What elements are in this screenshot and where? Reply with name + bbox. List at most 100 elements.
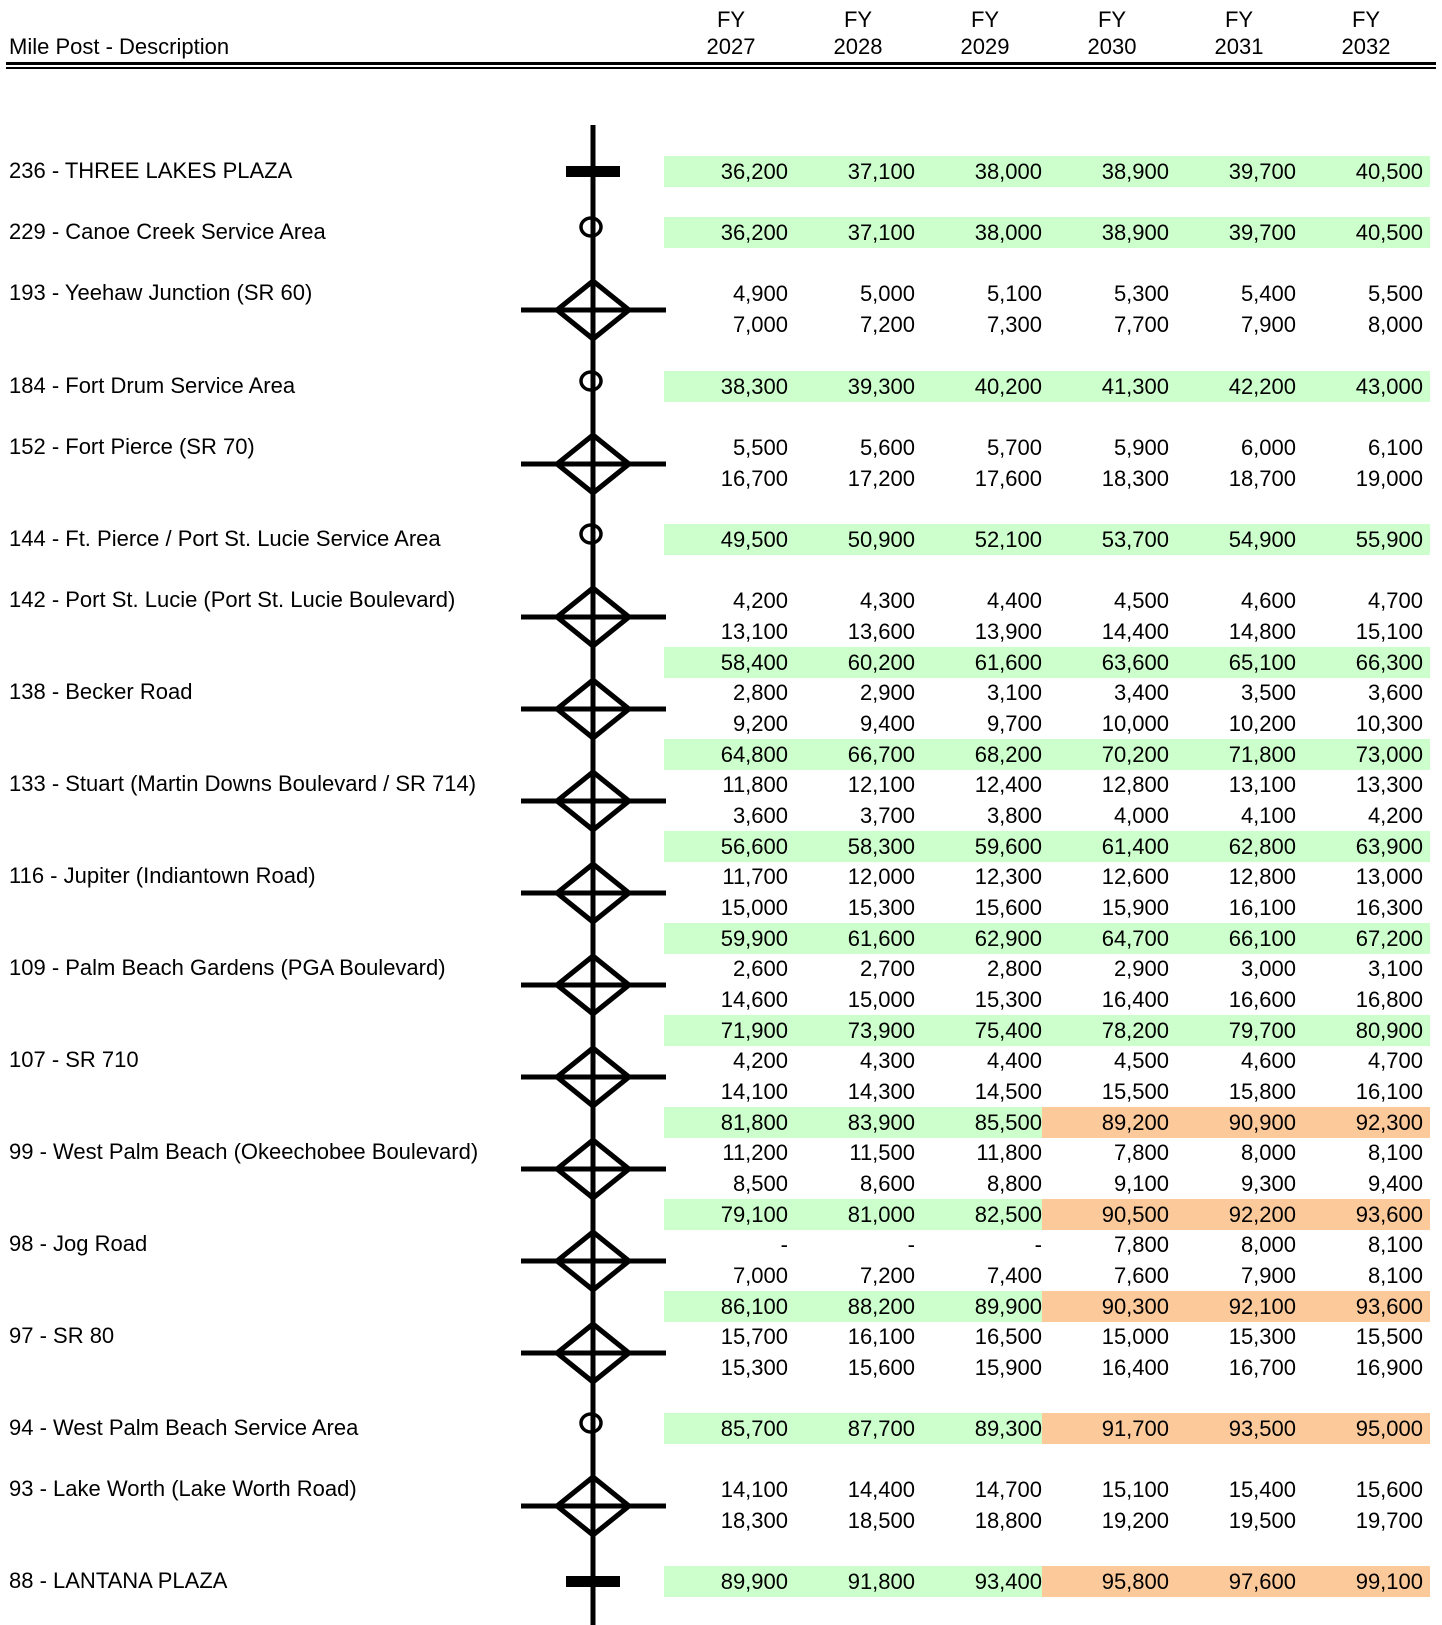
- traffic-value: 15,400: [1228, 1477, 1296, 1502]
- traffic-value: 89,900: [974, 1294, 1042, 1319]
- traffic-value: 85,700: [720, 1416, 788, 1441]
- traffic-value: 16,100: [1228, 895, 1296, 920]
- interchange-ramp-diamond: [553, 1136, 633, 1202]
- traffic-value: 10,200: [1228, 711, 1296, 736]
- capacity-warning-cell: [1169, 1413, 1296, 1444]
- traffic-value: 4,600: [1240, 1048, 1296, 1073]
- traffic-value: 66,300: [1355, 650, 1423, 675]
- traffic-value: 89,300: [974, 1416, 1042, 1441]
- traffic-value: 15,900: [974, 1355, 1042, 1380]
- traffic-value: 9,400: [859, 711, 915, 736]
- traffic-value: 62,800: [1228, 834, 1296, 859]
- traffic-value: 10,000: [1101, 711, 1169, 736]
- traffic-value: 16,100: [847, 1324, 915, 1349]
- interchange-ramp-diamond: [553, 952, 633, 1018]
- traffic-value: 4,700: [1367, 588, 1423, 613]
- traffic-value: 15,600: [1355, 1477, 1423, 1502]
- traffic-value: 8,600: [859, 1171, 915, 1196]
- traffic-value: 9,100: [1113, 1171, 1169, 1196]
- mile-post-label: 116 - Jupiter (Indiantown Road): [9, 863, 316, 888]
- traffic-value: 16,700: [1228, 1355, 1296, 1380]
- traffic-value: 4,300: [859, 588, 915, 613]
- mainline-volume-cell: [1042, 524, 1169, 555]
- traffic-value: 56,600: [720, 834, 788, 859]
- mainline-volume-cell: [664, 1291, 788, 1322]
- traffic-value: 11,200: [722, 1140, 788, 1165]
- traffic-value: 60,200: [847, 650, 915, 675]
- column-header-fy2030: FY 2030: [1087, 7, 1137, 59]
- traffic-value: 53,700: [1101, 527, 1169, 552]
- traffic-value: 82,500: [974, 1202, 1042, 1227]
- mainline-volume-cell: [1169, 524, 1296, 555]
- traffic-value: 37,100: [847, 159, 915, 184]
- capacity-warning-cell: [1169, 1107, 1296, 1138]
- traffic-value: 89,900: [720, 1569, 788, 1594]
- traffic-value: 11,700: [722, 864, 788, 889]
- traffic-value: 81,800: [720, 1110, 788, 1135]
- traffic-value: 17,600: [974, 466, 1042, 491]
- mainline-volume-cell: [788, 647, 915, 678]
- interchange-ramp-diamond: [553, 1228, 633, 1294]
- toll-plaza-icon: [566, 166, 620, 177]
- traffic-value: 12,000: [847, 864, 915, 889]
- traffic-value: 36,200: [720, 159, 788, 184]
- mainline-volume-cell: [788, 1291, 915, 1322]
- traffic-value: 63,600: [1101, 650, 1169, 675]
- traffic-value: 16,800: [1355, 987, 1423, 1012]
- traffic-value: 4,900: [732, 281, 788, 306]
- traffic-value: 54,900: [1228, 527, 1296, 552]
- mainline-volume-cell: [1296, 923, 1430, 954]
- mainline-volume-cell: [788, 1107, 915, 1138]
- traffic-value: 14,300: [847, 1079, 915, 1104]
- traffic-value: 12,300: [974, 864, 1042, 889]
- traffic-value: 40,500: [1355, 159, 1423, 184]
- traffic-value: 15,600: [847, 1355, 915, 1380]
- traffic-value: 16,500: [974, 1324, 1042, 1349]
- traffic-value: 18,500: [847, 1508, 915, 1533]
- traffic-value: 15,100: [1355, 619, 1423, 644]
- interchange-ramp-diamond: [553, 1473, 633, 1539]
- traffic-value: 73,900: [847, 1018, 915, 1043]
- traffic-value: 7,600: [1113, 1263, 1169, 1288]
- traffic-value: 12,400: [974, 772, 1042, 797]
- mainline-volume-cell: [788, 371, 915, 402]
- capacity-warning-cell: [1042, 1199, 1169, 1230]
- mainline-volume-cell: [915, 1199, 1042, 1230]
- traffic-value: 6,100: [1367, 435, 1423, 460]
- traffic-value: 7,800: [1113, 1140, 1169, 1165]
- traffic-value: 64,800: [720, 742, 788, 767]
- traffic-value: 15,800: [1228, 1079, 1296, 1104]
- traffic-value: 62,900: [974, 926, 1042, 951]
- capacity-warning-cell: [1296, 1291, 1430, 1322]
- traffic-value: 19,000: [1355, 466, 1423, 491]
- service-area-icon: [579, 370, 603, 392]
- traffic-value: 43,000: [1355, 374, 1423, 399]
- traffic-value: 4,200: [1367, 803, 1423, 828]
- traffic-value: 15,300: [974, 987, 1042, 1012]
- mainline-volume-cell: [915, 647, 1042, 678]
- traffic-value: 18,800: [974, 1508, 1042, 1533]
- capacity-warning-cell: [1296, 1566, 1430, 1597]
- traffic-value: 15,300: [847, 895, 915, 920]
- mainline-volume-cell: [788, 1566, 915, 1597]
- traffic-value: 41,300: [1101, 374, 1169, 399]
- traffic-value: -: [907, 1232, 915, 1257]
- traffic-value: 38,000: [974, 220, 1042, 245]
- traffic-value: 19,500: [1228, 1508, 1296, 1533]
- mile-post-label: 97 - SR 80: [9, 1323, 115, 1348]
- mile-post-label: 133 - Stuart (Martin Downs Boulevard / S…: [9, 771, 477, 796]
- traffic-value: 4,200: [732, 1048, 788, 1073]
- mainline-volume-cell: [788, 923, 915, 954]
- mile-post-label: 229 - Canoe Creek Service Area: [9, 219, 326, 244]
- traffic-value: 7,200: [859, 1263, 915, 1288]
- interchange-icon: [521, 768, 666, 834]
- traffic-value: 63,900: [1355, 834, 1423, 859]
- mile-post-label: 109 - Palm Beach Gardens (PGA Boulevard): [9, 955, 446, 980]
- mainline-volume-cell: [915, 1107, 1042, 1138]
- mainline-volume-cell: [1042, 647, 1169, 678]
- mainline-volume-cell: [1296, 217, 1430, 248]
- traffic-value: 5,400: [1240, 281, 1296, 306]
- table-header: Mile Post - Description FY 2027 FY 2028 FY…: [0, 0, 1442, 72]
- traffic-value: 9,300: [1240, 1171, 1296, 1196]
